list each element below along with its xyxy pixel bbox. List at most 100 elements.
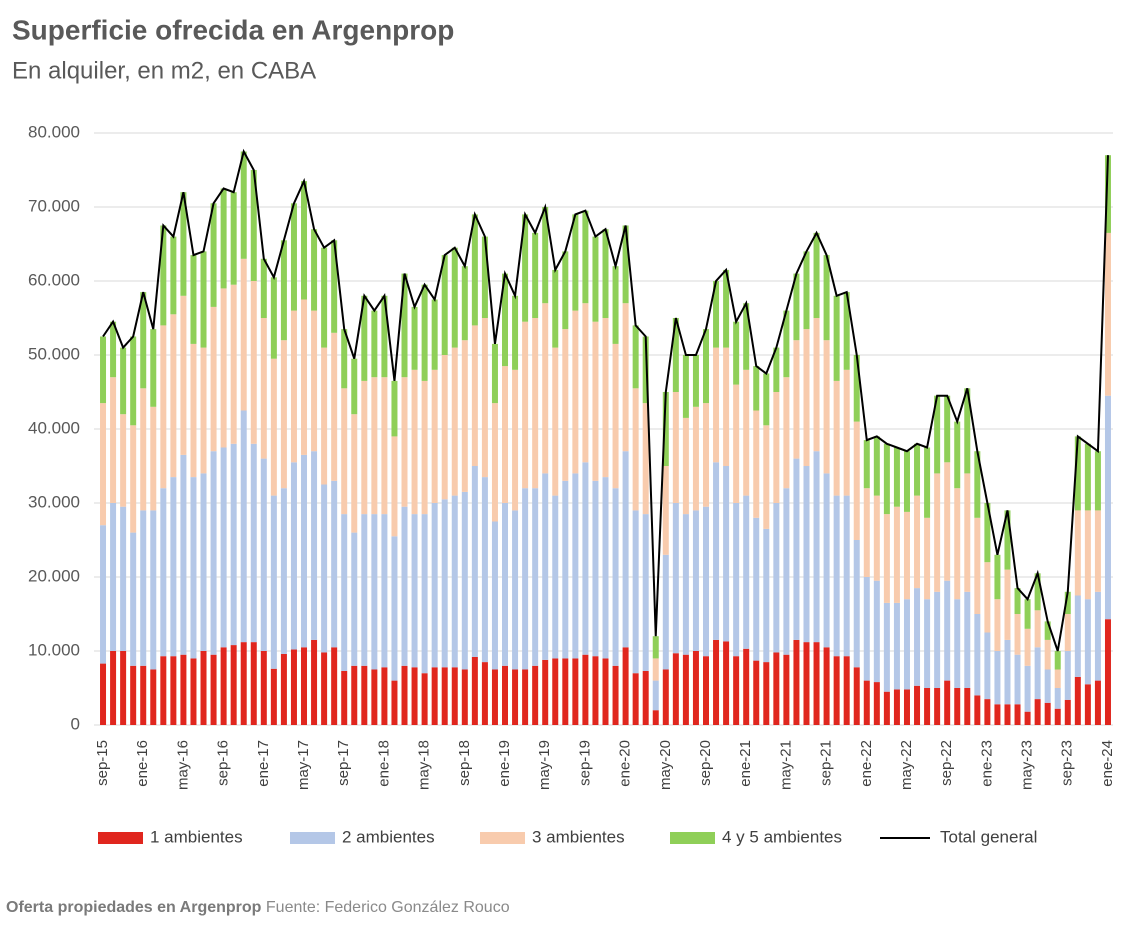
bar-segment — [552, 347, 559, 496]
bar-segment — [853, 667, 860, 725]
bar-segment — [672, 503, 679, 654]
bar-segment — [582, 654, 589, 725]
caption-title: Oferta propiedades en Argenprop — [6, 899, 262, 916]
bar-segment — [301, 181, 308, 300]
bar-segment — [270, 358, 277, 496]
bar-segment — [260, 258, 267, 318]
bar-segment — [1044, 702, 1051, 725]
bar-segment — [652, 710, 659, 725]
bar-segment — [753, 660, 760, 725]
bar-segment — [773, 652, 780, 725]
bar-segment — [843, 292, 850, 370]
bar-segment — [140, 388, 147, 511]
bar-segment — [1084, 684, 1091, 725]
bar-segment — [843, 656, 850, 725]
bar-segment — [994, 704, 1001, 725]
bar-segment — [572, 658, 579, 725]
bar-segment — [582, 210, 589, 304]
bar-segment — [110, 503, 117, 651]
bar-segment — [491, 669, 498, 725]
bar-segment — [602, 658, 609, 725]
bar-segment — [873, 682, 880, 725]
bar-segment — [723, 347, 730, 466]
bar-segment — [1064, 699, 1071, 725]
bar-segment — [803, 329, 810, 466]
legend-label: 4 y 5 ambientes — [722, 827, 842, 846]
bar-segment — [180, 454, 187, 655]
bar-segment — [542, 207, 549, 304]
bar-segment — [230, 192, 237, 285]
bar-segment — [210, 451, 217, 655]
bar-segment — [632, 673, 639, 725]
bar-segment — [301, 299, 308, 455]
bar-segment — [582, 462, 589, 655]
bar-segment — [763, 425, 770, 529]
x-tick-label: may-18 — [416, 740, 433, 790]
bar-segment — [471, 466, 478, 657]
bar-segment — [934, 688, 941, 725]
bar-segment — [1054, 688, 1061, 709]
bar-segment — [723, 641, 730, 725]
bar-segment — [331, 240, 338, 333]
bar-segment — [371, 514, 378, 670]
bar-segment — [592, 656, 599, 725]
bar-segment — [743, 369, 750, 496]
bar-segment — [582, 303, 589, 463]
bar-segment — [813, 451, 820, 643]
bar-segment — [1104, 232, 1111, 396]
bar-segment — [481, 236, 488, 318]
bar-segment — [1054, 669, 1061, 688]
bar-segment — [873, 495, 880, 581]
bar-segment — [451, 347, 458, 496]
bar-segment — [512, 295, 519, 370]
bar-segment — [954, 688, 961, 725]
bar-segment — [1004, 510, 1011, 570]
bar-segment — [944, 680, 951, 725]
bar-segment — [1064, 651, 1071, 700]
bar-segment — [170, 236, 177, 315]
bar-segment — [502, 273, 509, 367]
bar-segment — [763, 373, 770, 426]
bar-segment — [321, 247, 328, 348]
bar-segment — [833, 380, 840, 496]
bar-segment — [190, 658, 197, 725]
bar-segment — [471, 214, 478, 326]
bar-segment — [371, 310, 378, 378]
bar-segment — [652, 680, 659, 711]
bar-segment — [612, 488, 619, 666]
bar-segment — [733, 656, 740, 725]
bar-segment — [954, 488, 961, 600]
bar-segment — [1094, 510, 1101, 592]
legend-label: 3 ambientes — [532, 827, 625, 846]
bar-segment — [622, 647, 629, 725]
x-tick-label: sep-16 — [215, 740, 232, 786]
bar-segment — [1084, 443, 1091, 511]
x-tick-label: ene-24 — [1099, 740, 1116, 787]
bar-segment — [140, 292, 147, 389]
bar-segment — [914, 495, 921, 589]
bar-segment — [311, 451, 318, 640]
bar-segment — [552, 495, 559, 659]
bar-segment — [341, 388, 348, 515]
bar-segment — [773, 392, 780, 503]
bar-segment — [733, 384, 740, 503]
bar-segment — [1074, 436, 1081, 511]
y-tick-label: 20.000 — [28, 566, 80, 585]
bar-segment — [441, 667, 448, 725]
bar-segment — [160, 225, 167, 326]
bar-segment — [733, 321, 740, 385]
bar-segment — [421, 380, 428, 515]
bar-segment — [713, 281, 720, 348]
bar-segment — [210, 306, 217, 452]
bar-segment — [572, 310, 579, 474]
bar-segment — [331, 332, 338, 481]
bar-segment — [391, 680, 398, 725]
bar-segment — [481, 477, 488, 663]
bar-segment — [542, 473, 549, 660]
bar-segment — [843, 495, 850, 657]
bar-segment — [331, 647, 338, 725]
legend-label: Total general — [940, 827, 1037, 846]
bar-segment — [934, 395, 941, 474]
x-tick-label: ene-23 — [978, 740, 995, 787]
bar-segment — [1054, 708, 1061, 725]
